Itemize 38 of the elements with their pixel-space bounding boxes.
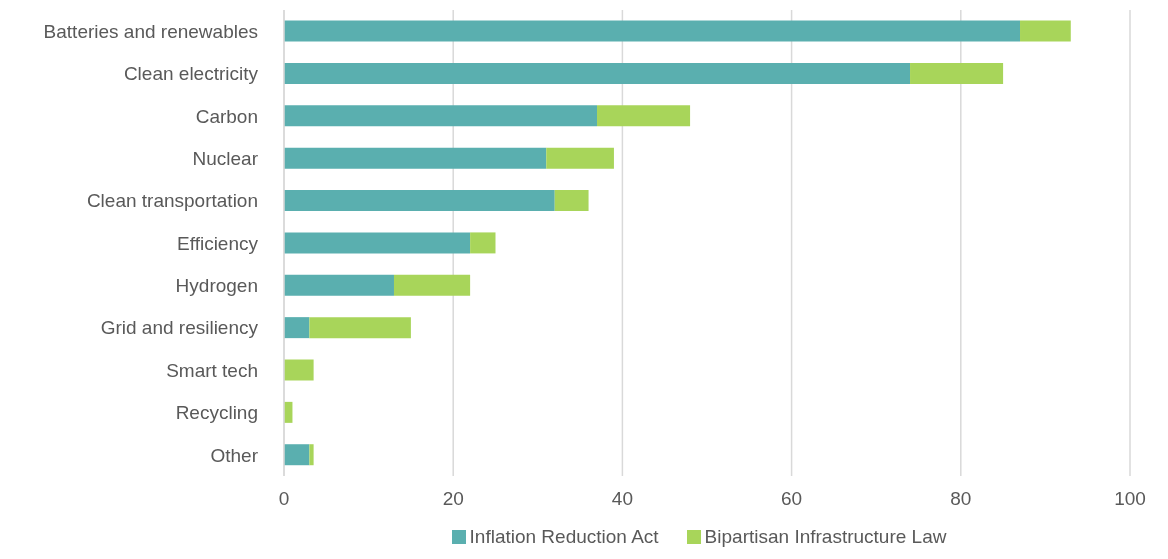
bar [284, 232, 471, 254]
x-tick-label: 100 [1114, 488, 1146, 510]
x-tick-label: 80 [950, 488, 972, 510]
bar [309, 317, 411, 339]
bar [546, 147, 614, 169]
x-tick-label: 40 [611, 488, 633, 510]
y-tick-label: Other [210, 444, 259, 466]
y-tick-label: Nuclear [192, 148, 259, 170]
bar [284, 62, 911, 84]
bar [554, 190, 589, 212]
bar [284, 274, 394, 296]
bar [284, 20, 1021, 42]
x-tick-label: 60 [781, 488, 803, 510]
y-tick-label: Grid and resiliency [100, 317, 259, 339]
bar [470, 232, 496, 254]
y-tick-label: Hydrogen [175, 275, 258, 297]
bar [284, 147, 547, 169]
y-tick-label: Efficiency [177, 232, 259, 254]
y-tick-label: Clean transportation [86, 190, 258, 212]
bar [1020, 20, 1071, 42]
y-tick-label: Carbon [195, 105, 258, 127]
y-tick-label: Smart tech [166, 359, 258, 381]
y-tick-label: Recycling [175, 402, 258, 424]
bar [284, 359, 314, 381]
legend-label: Inflation Reduction Act [469, 526, 659, 548]
bar [284, 190, 555, 212]
y-tick-label: Batteries and renewables [43, 20, 258, 42]
bar [284, 444, 310, 466]
y-tick-label: Clean electricity [123, 63, 259, 85]
bar [309, 444, 314, 466]
bar [597, 105, 691, 127]
bar [284, 317, 310, 339]
x-tick-label: 20 [442, 488, 464, 510]
x-tick-label: 0 [278, 488, 290, 510]
bar [910, 62, 1004, 84]
bar [284, 105, 598, 127]
bar [393, 274, 471, 296]
legend-label: Bipartisan Infrastructure Law [704, 526, 947, 548]
